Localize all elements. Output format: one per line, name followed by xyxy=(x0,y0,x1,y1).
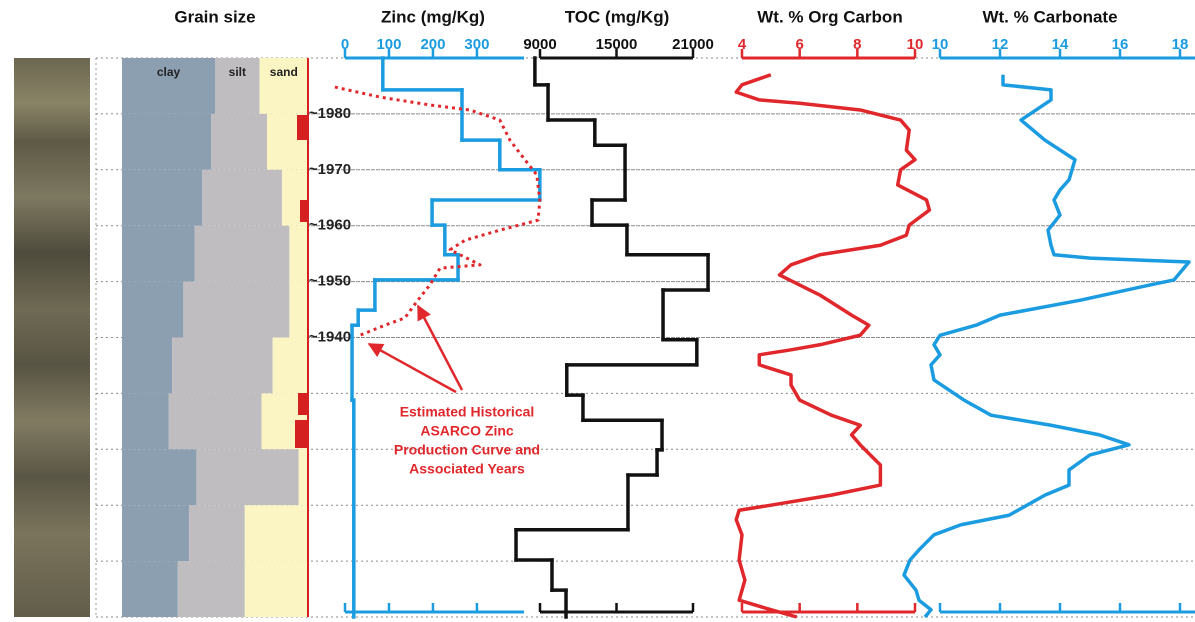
grain-segment xyxy=(289,225,308,282)
grain-segment xyxy=(272,337,308,394)
year-label: ~1970 xyxy=(309,161,351,178)
year-label: ~1940 xyxy=(309,328,351,345)
grain-segment xyxy=(122,113,212,170)
x-tick-label: 14 xyxy=(1052,36,1069,53)
grain-segment xyxy=(215,58,260,114)
year-label: ~1950 xyxy=(309,273,351,290)
grain-segment xyxy=(122,505,189,562)
panel-title: TOC (mg/Kg) xyxy=(565,7,670,26)
annotation-arrows xyxy=(367,304,464,394)
x-tick-label: 21000 xyxy=(672,36,714,53)
legend-label: silt xyxy=(229,65,246,79)
grain-segment xyxy=(196,449,299,506)
x-tick-label: 12 xyxy=(992,36,1009,53)
x-tick-label: 200 xyxy=(420,36,445,53)
panel-title: Wt. % Org Carbon xyxy=(757,7,902,26)
grain-segment xyxy=(194,225,290,282)
grain-segment xyxy=(259,58,308,114)
grain-segment xyxy=(244,505,308,562)
grain-segment xyxy=(172,337,273,394)
grain-segment xyxy=(211,113,268,170)
x-tick-label: 16 xyxy=(1112,36,1129,53)
core-photo xyxy=(14,58,90,617)
x-tick-label: 10 xyxy=(932,36,949,53)
grain-segment xyxy=(298,449,308,506)
x-tick-label: 0 xyxy=(341,36,349,53)
x-tick-label: 18 xyxy=(1172,36,1189,53)
grain-segment xyxy=(122,393,169,450)
annotation: Estimated Historical xyxy=(400,404,535,420)
grain-segment xyxy=(122,449,197,506)
panel-title: Wt. % Carbonate xyxy=(982,7,1117,26)
profile-line xyxy=(734,73,932,619)
x-tick-label: 100 xyxy=(376,36,401,53)
grain-segment xyxy=(122,281,184,338)
grain-segment xyxy=(244,561,308,617)
grain-segment xyxy=(168,393,262,450)
legend-label: clay xyxy=(157,65,181,79)
legend-label: sand xyxy=(270,65,298,79)
panel-title: Zinc (mg/Kg) xyxy=(381,7,485,26)
grain-segment xyxy=(201,169,282,226)
grain-segment xyxy=(122,169,202,226)
x-tick-label: 4 xyxy=(738,36,747,53)
x-tick-label: 300 xyxy=(464,36,489,53)
grain-segment xyxy=(188,505,245,562)
x-tick-label: 15000 xyxy=(596,36,638,53)
annotation: Associated Years xyxy=(409,461,525,477)
grain-segment xyxy=(289,281,308,338)
x-tick-label: 10 xyxy=(907,36,924,53)
annotation: Production Curve and xyxy=(394,442,540,458)
plot xyxy=(122,56,1191,619)
grain-segment xyxy=(183,281,290,338)
profile-line xyxy=(902,74,1191,619)
grain-segment xyxy=(122,225,195,282)
panel-title: Grain size xyxy=(174,7,255,26)
grain-segment xyxy=(122,561,178,617)
profile-line xyxy=(334,85,542,337)
year-label: ~1960 xyxy=(309,217,351,234)
x-tick-label: 6 xyxy=(795,36,803,53)
annotation: ASARCO Zinc xyxy=(420,423,514,439)
grain-segment xyxy=(122,58,215,114)
year-label: ~1980 xyxy=(309,105,351,122)
grain-segment xyxy=(177,561,245,617)
sand-markers xyxy=(295,115,308,448)
grain-segment xyxy=(122,337,173,394)
x-tick-label: 9000 xyxy=(523,36,556,53)
x-tick-label: 8 xyxy=(853,36,861,53)
